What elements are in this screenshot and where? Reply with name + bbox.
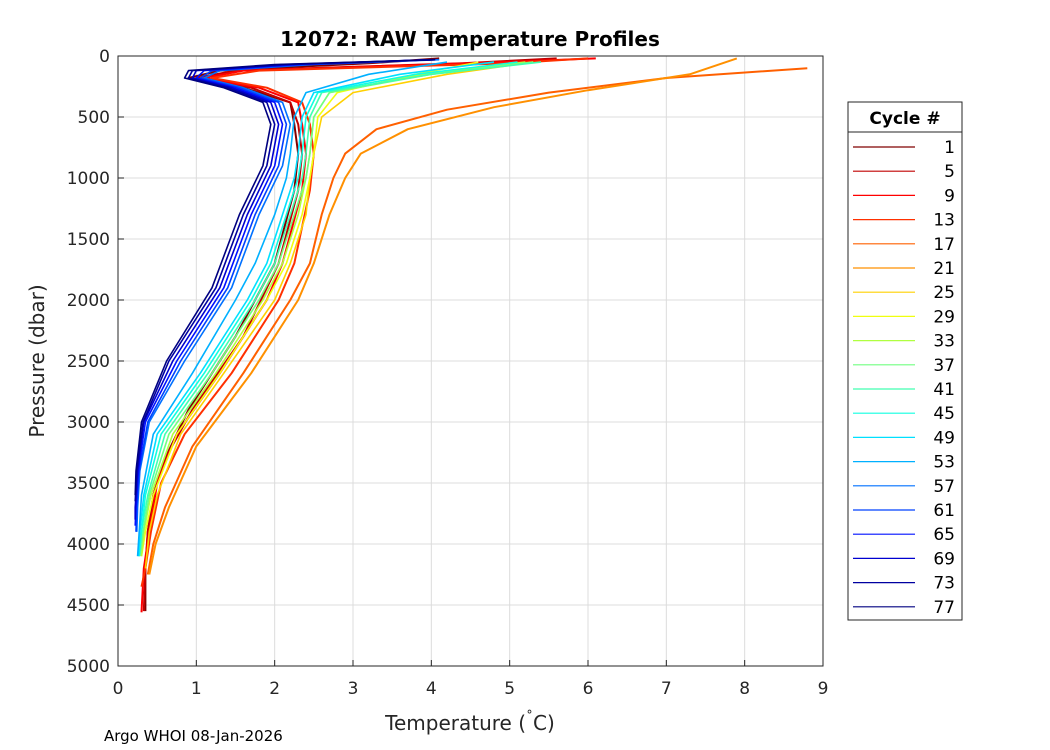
- series-line-cycle-57: [136, 58, 440, 532]
- y-tick-label: 1000: [67, 169, 110, 189]
- x-tick-label: 4: [426, 679, 437, 699]
- legend-label: 41: [933, 380, 955, 400]
- x-tick-label: 2: [269, 679, 280, 699]
- legend-label: 69: [933, 549, 955, 569]
- y-tick-label: 0: [99, 47, 110, 67]
- x-tick-label: 0: [113, 679, 124, 699]
- legend-label: 57: [933, 477, 955, 497]
- legend-label: 37: [933, 356, 955, 376]
- series-line-cycle-25: [144, 61, 534, 569]
- grid: [117, 55, 824, 667]
- x-axis-label: Temperature (˚C): [384, 709, 555, 735]
- y-tick-label: 4000: [67, 535, 110, 555]
- legend-label: 53: [933, 453, 955, 473]
- x-tick-label: 5: [504, 679, 515, 699]
- y-axis-ticks: 0 500 1000 1500 2000 2500 3000 3500 4000 4500 5000: [67, 47, 124, 677]
- footer-text: Argo WHOI 08-Jan-2026: [104, 727, 283, 745]
- x-tick-label: 8: [739, 679, 750, 699]
- legend-entries: 1 5 9 13 17 21 25 29 33 37 41 45 49 53 57 61 65 69 73 77: [853, 138, 955, 618]
- legend-label: 21: [933, 259, 955, 279]
- series-line-cycle-45: [138, 61, 518, 557]
- x-tick-label: 3: [348, 679, 359, 699]
- series-line-cycle-29: [140, 61, 479, 557]
- x-tick-label: 7: [661, 679, 672, 699]
- legend: Cycle # 1 5 9 13 17 21 25 29 33 37 41 45 49 53 57 61 65 6…: [847, 101, 963, 621]
- x-axis-label-text: Temperature (: [384, 711, 526, 735]
- y-tick-label: 2500: [67, 352, 110, 372]
- y-tick-label: 5000: [67, 657, 110, 677]
- legend-label: 45: [933, 404, 955, 424]
- legend-title: Cycle #: [869, 109, 940, 129]
- y-tick-label: 3500: [67, 474, 110, 494]
- series-line-cycle-65: [134, 58, 436, 526]
- legend-label: 5: [944, 162, 955, 182]
- y-tick-label: 3000: [67, 413, 110, 433]
- x-tick-label: 1: [191, 679, 202, 699]
- x-axis-label-unit: C): [533, 711, 555, 735]
- legend-label: 9: [944, 186, 955, 206]
- series-line-cycle-37: [139, 61, 534, 557]
- series-line-cycle-49: [137, 61, 495, 557]
- legend-label: 13: [933, 211, 955, 231]
- legend-label: 65: [933, 525, 955, 545]
- legend-label: 73: [933, 574, 955, 594]
- series-layer: [134, 57, 808, 613]
- legend-label: 25: [933, 283, 955, 303]
- series-line-cycle-17: [146, 67, 808, 575]
- legend-label: 61: [933, 501, 955, 521]
- y-tick-label: 500: [78, 108, 110, 128]
- legend-label: 77: [933, 598, 955, 618]
- x-tick-label: 9: [818, 679, 829, 699]
- series-line-cycle-13: [140, 57, 589, 587]
- legend-label: 1: [944, 138, 955, 158]
- legend-label: 33: [933, 332, 955, 352]
- series-line-cycle-21: [148, 57, 738, 575]
- chart-title: 12072: RAW Temperature Profiles: [280, 27, 660, 51]
- series-line-cycle-61: [135, 58, 432, 532]
- x-tick-label: 6: [583, 679, 594, 699]
- legend-label: 29: [933, 307, 955, 327]
- x-axis-label-degree: ˚: [526, 709, 533, 726]
- series-line-cycle-73: [134, 58, 436, 502]
- legend-label: 49: [933, 428, 955, 448]
- y-axis-label: Pressure (dbar): [25, 284, 49, 437]
- y-tick-label: 1500: [67, 230, 110, 250]
- x-axis-ticks: 0 1 2 3 4 5 6 7 8 9: [113, 660, 829, 699]
- legend-label: 17: [933, 235, 955, 255]
- y-tick-label: 4500: [67, 596, 110, 616]
- series-line-cycle-77: [134, 58, 436, 496]
- series-line-cycle-53: [136, 61, 448, 557]
- series-line-cycle-41: [138, 61, 542, 557]
- y-tick-label: 2000: [67, 291, 110, 311]
